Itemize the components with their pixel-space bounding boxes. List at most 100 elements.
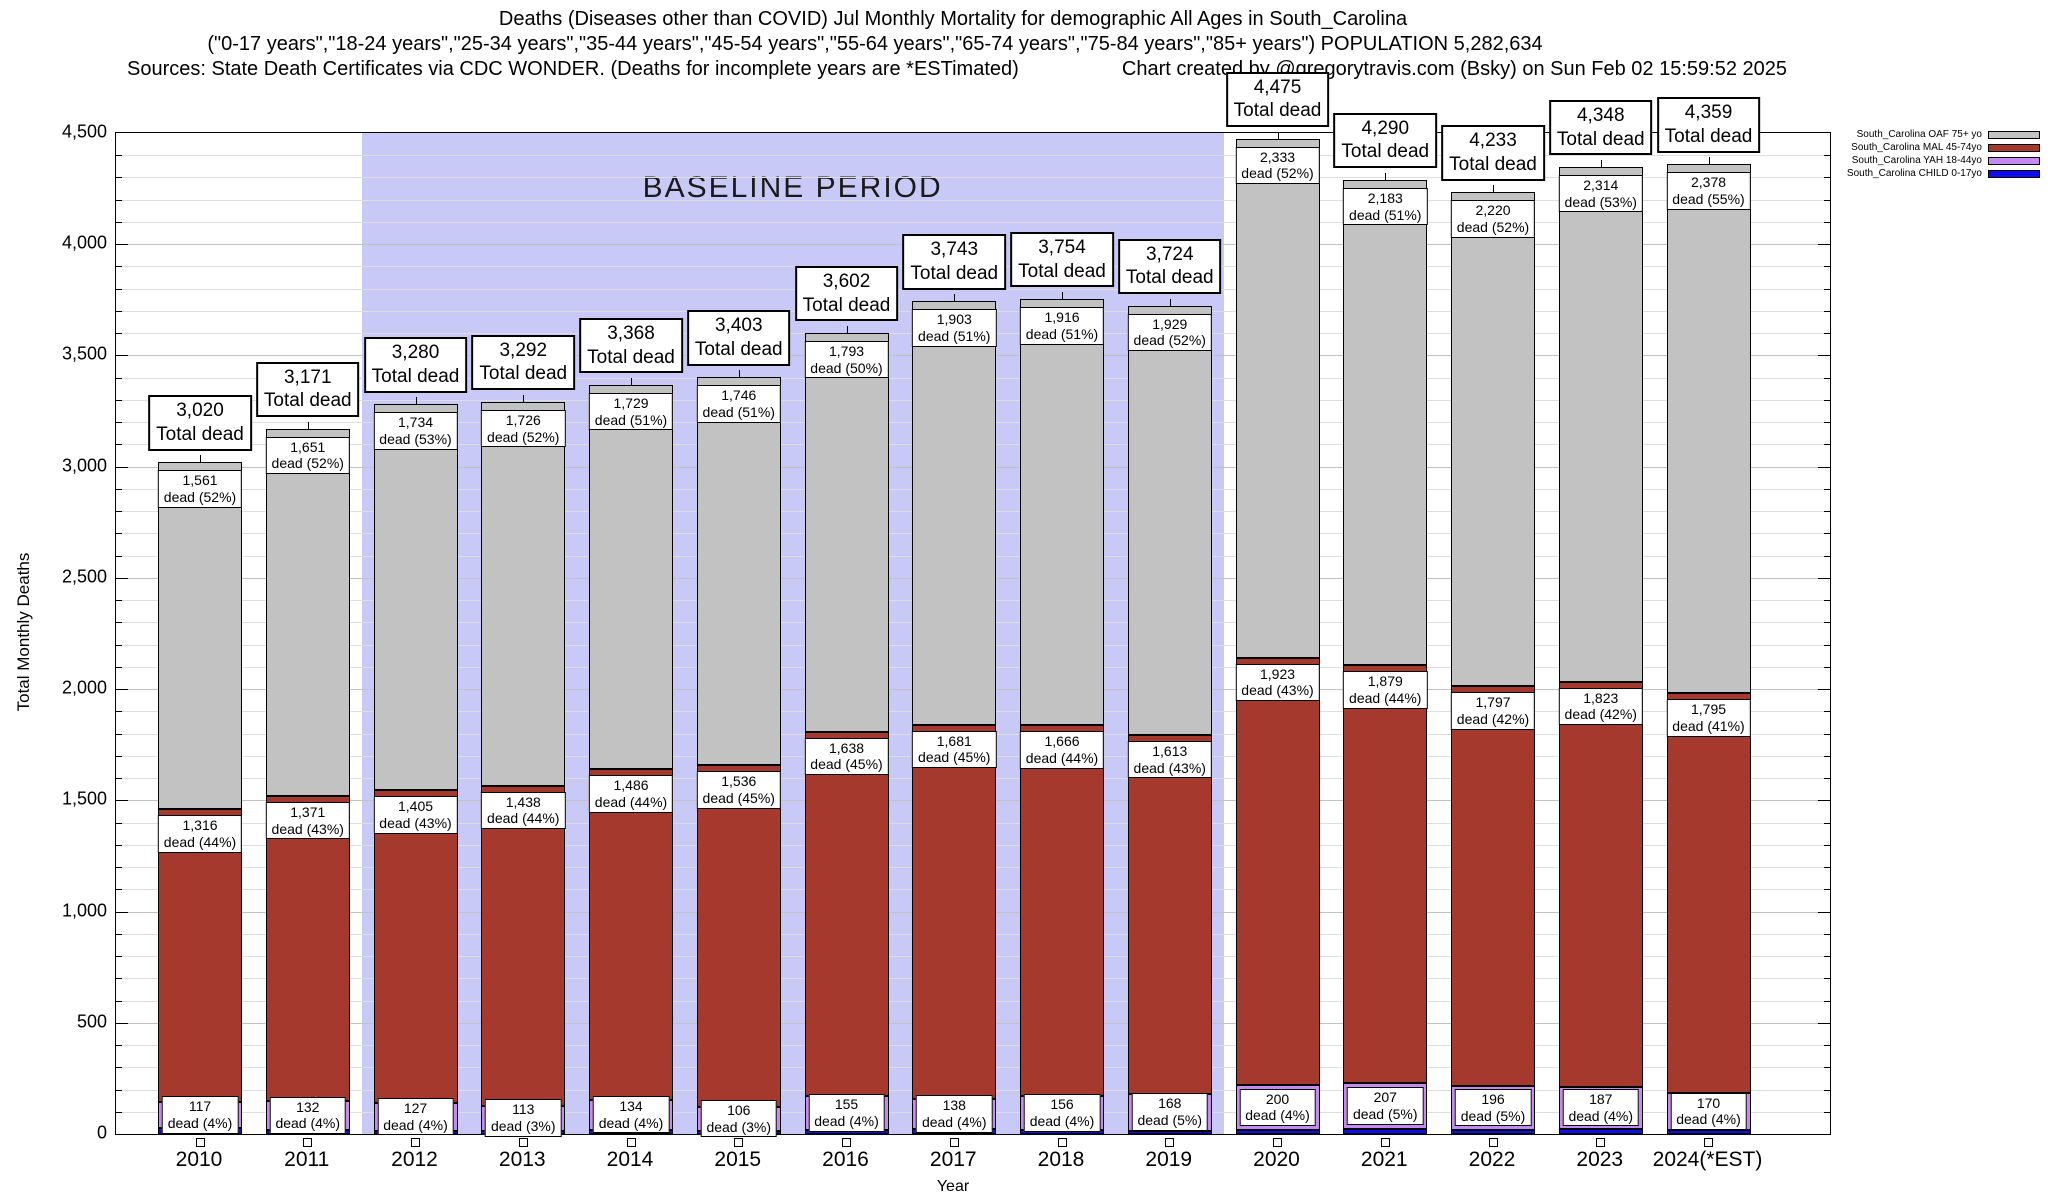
y-axis-tick-mirror	[1824, 644, 1830, 646]
chart-sources: Sources: State Death Certificates via CD…	[127, 58, 1019, 80]
y-axis-tick	[116, 199, 122, 201]
segment-value: 1,823	[1583, 689, 1619, 706]
y-axis-tick-mirror	[1824, 822, 1830, 824]
y-axis-tick-mirror	[1824, 288, 1830, 290]
y-axis-tick	[116, 778, 122, 780]
total-label-connector	[307, 421, 309, 429]
segment-percent: dead (52%)	[1133, 332, 1206, 349]
total-value: 3,602	[822, 270, 871, 292]
bar-segment-mal	[804, 731, 889, 1096]
total-label-connector	[738, 370, 740, 378]
segment-value: 113	[512, 1101, 535, 1118]
bar-segment-oaf	[1558, 166, 1643, 682]
y-tick-label: 4,500	[61, 121, 107, 142]
x-tick-label: 2012	[391, 1148, 438, 1171]
segment-value: 1,923	[1259, 665, 1296, 682]
segment-value: 187	[1589, 1090, 1613, 1107]
total-label-connector	[523, 394, 525, 402]
bar-base-marker	[1165, 1138, 1175, 1147]
total-value: 3,743	[930, 239, 979, 261]
segment-value: 207	[1373, 1089, 1397, 1106]
x-tick-label: 2011	[284, 1148, 330, 1171]
bar-segment-mal	[265, 795, 350, 1101]
segment-value: 2,333	[1259, 148, 1296, 165]
total-value: 3,020	[176, 400, 224, 422]
segment-value: 1,879	[1367, 673, 1403, 690]
x-tick-label: 2015	[714, 1148, 762, 1171]
segment-value: 1,405	[397, 798, 434, 815]
total-dead-label: 3,754 Total dead	[1010, 231, 1114, 288]
segment-label-mal: 1,486 dead (44%)	[588, 775, 674, 813]
x-tick-label: 2013	[498, 1148, 546, 1171]
x-tick-label: 2024(*EST)	[1652, 1148, 1763, 1171]
segment-value: 1,729	[613, 394, 649, 411]
segment-label-mal: 1,879 dead (44%)	[1343, 671, 1428, 709]
segment-percent: dead (45%)	[918, 749, 991, 766]
segment-percent: dead (44%)	[1025, 749, 1099, 766]
y-axis-tick	[116, 622, 122, 624]
total-value: 4,475	[1253, 76, 1302, 98]
total-dead-label: 3,743 Total dead	[902, 234, 1007, 290]
bar-base-marker	[1380, 1138, 1390, 1147]
total-suffix: Total dead	[910, 263, 999, 285]
segment-label-mal: 1,666 dead (44%)	[1019, 731, 1105, 769]
segment-label-mal: 1,371 dead (43%)	[265, 801, 350, 840]
total-dead-label: 3,724 Total dead	[1117, 238, 1222, 295]
legend-label: South_Carolina MAL 45-74yo	[1851, 142, 1982, 153]
y-axis-tick-mirror	[1824, 778, 1830, 780]
y-axis-tick	[116, 600, 122, 602]
y-axis-tick-mirror	[1824, 1111, 1830, 1113]
bar-segment-oaf	[1451, 192, 1535, 687]
total-suffix: Total dead	[1341, 141, 1430, 163]
segment-label-oaf: 2,314 dead (53%)	[1558, 174, 1643, 213]
total-suffix: Total dead	[263, 390, 352, 412]
chart-subtitle: ("0-17 years","18-24 years","25-34 years…	[207, 33, 1543, 55]
y-axis-tick	[116, 511, 122, 513]
total-value: 4,359	[1684, 102, 1733, 124]
segment-label-oaf: 1,726 dead (52%)	[481, 409, 566, 448]
segment-value: 200	[1265, 1090, 1290, 1107]
segment-label-mal: 1,405 dead (43%)	[373, 796, 458, 834]
legend-swatch	[1988, 169, 2040, 178]
segment-label-oaf: 1,903 dead (51%)	[912, 309, 997, 347]
segment-label-mal: 1,681 dead (45%)	[912, 730, 997, 769]
total-dead-label: 3,602 Total dead	[794, 265, 899, 322]
segment-percent: dead (51%)	[594, 411, 668, 428]
y-axis-tick-mirror	[1824, 711, 1830, 713]
segment-percent: dead (3%)	[706, 1118, 772, 1135]
y-axis-tick-mirror	[1824, 155, 1830, 157]
y-axis-tick	[116, 555, 122, 557]
legend-label: South_Carolina OAF 75+ yo	[1856, 129, 1982, 140]
segment-percent: dead (51%)	[1025, 325, 1099, 342]
total-label-connector	[1062, 291, 1063, 299]
segment-value: 1,638	[828, 739, 865, 756]
y-axis-tick	[116, 978, 122, 980]
segment-percent: dead (43%)	[379, 814, 452, 831]
bar-base-marker	[1488, 1138, 1498, 1147]
segment-percent: dead (50%)	[810, 359, 883, 376]
total-value: 3,292	[499, 339, 548, 361]
bar-segment-oaf	[1343, 179, 1428, 666]
y-tick-label: 3,000	[61, 455, 107, 476]
segment-label-yah: 138 dead (4%)	[915, 1094, 993, 1133]
bar-segment-oaf	[265, 428, 350, 796]
total-value: 3,754	[1038, 236, 1086, 258]
y-axis-tick	[116, 488, 122, 490]
y-axis-tick-mirror	[1824, 600, 1830, 602]
total-dead-label: 4,233 Total dead	[1441, 125, 1545, 181]
y-axis-tick-mirror	[1824, 755, 1830, 757]
segment-percent: dead (53%)	[379, 431, 452, 448]
segment-percent: dead (4%)	[921, 1113, 987, 1130]
total-suffix: Total dead	[694, 338, 783, 360]
y-axis-tick-mirror	[1824, 422, 1830, 424]
x-tick-label: 2014	[606, 1148, 654, 1171]
segment-percent: dead (51%)	[918, 328, 991, 345]
segment-label-oaf: 1,561 dead (52%)	[157, 470, 243, 508]
segment-percent: dead (45%)	[702, 790, 775, 807]
legend-swatch	[1988, 156, 2040, 165]
legend-swatch	[1988, 130, 2040, 139]
y-axis-tick	[116, 733, 122, 735]
y-axis-tick	[116, 911, 128, 913]
segment-label-yah: 155 dead (4%)	[808, 1094, 885, 1132]
total-label-connector	[200, 455, 201, 463]
